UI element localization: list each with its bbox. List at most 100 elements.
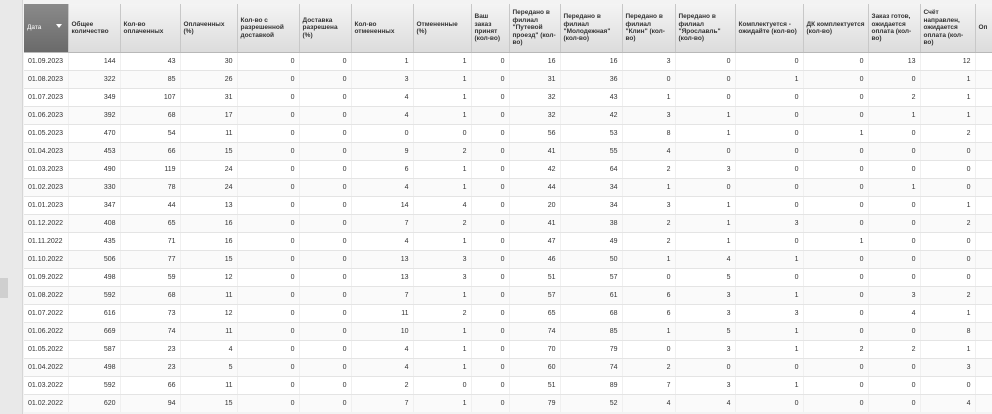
value-cell: 0 [735, 394, 804, 412]
column-header[interactable]: Счёт направлен, ожидается оплата (кол-во… [920, 4, 976, 53]
value-cell: 0 [803, 394, 869, 412]
value-cell: 0 [735, 268, 804, 287]
date-cell: 01.09.2023 [24, 52, 69, 71]
value-cell: 0 [471, 214, 510, 233]
value-cell: 1 [868, 178, 921, 197]
value-cell: 587 [68, 340, 121, 359]
table-row: 01.06.2022 669 74 11 0 0 10 1 0 74 85 1 5 1 0 0 8 [24, 322, 992, 341]
value-cell: 5 [675, 322, 736, 341]
value-cell: 20 [509, 196, 561, 215]
value-cell: 592 [68, 376, 121, 395]
value-cell: 3 [622, 196, 676, 215]
value-cell: 0 [471, 232, 510, 251]
value-cell: 68 [120, 106, 181, 125]
value-cell: 3 [413, 268, 472, 287]
value-cell: 1 [413, 340, 472, 359]
value-cell: 15 [180, 250, 238, 269]
scroll-knob[interactable] [0, 278, 8, 298]
value-cell: 0 [237, 232, 300, 251]
value-cell: 4 [351, 178, 414, 197]
column-header[interactable]: Комплектуется - ожидайте (кол-во) [735, 4, 804, 53]
column-header[interactable]: ДК комплектуется (кол-во) [803, 4, 869, 53]
value-cell: 1 [735, 286, 804, 305]
table-row: 01.02.2022 620 94 15 0 0 7 1 0 79 52 4 4 0 0 0 4 [24, 394, 992, 412]
value-cell: 68 [560, 304, 623, 323]
value-cell: 3 [920, 358, 976, 377]
column-header[interactable]: Заказ готов, ожидается оплата (кол-во) [868, 4, 921, 53]
value-cell: 0 [735, 160, 804, 179]
value-cell: 3 [675, 340, 736, 359]
value-cell: 0 [471, 196, 510, 215]
value-cell: 23 [120, 340, 181, 359]
value-cell: 0 [675, 52, 736, 71]
column-header[interactable]: Отмененные (%) [413, 4, 472, 53]
value-cell: 6 [351, 160, 414, 179]
column-header[interactable]: Передано в филиал "Ярославль" (кол-во) [675, 4, 736, 53]
value-cell: 349 [68, 88, 121, 107]
value-cell: 2 [920, 286, 976, 305]
value-cell: 1 [675, 196, 736, 215]
value-cell: 0 [803, 178, 869, 197]
column-header[interactable]: Кол-во оплаченных [120, 4, 181, 53]
table-row: 01.09.2023 144 43 30 0 0 1 1 0 16 16 3 0 0 0 13 12 [24, 52, 992, 71]
column-header[interactable]: Оплаченных (%) [180, 4, 238, 53]
value-cell: 408 [68, 214, 121, 233]
value-cell: 0 [920, 268, 976, 287]
empty-cell [975, 286, 992, 305]
value-cell: 14 [351, 196, 414, 215]
value-cell: 2 [803, 340, 869, 359]
value-cell: 6 [622, 286, 676, 305]
value-cell: 0 [237, 394, 300, 412]
column-header[interactable]: Общее количество [68, 4, 121, 53]
value-cell: 34 [560, 178, 623, 197]
table-row: 01.09.2022 498 59 12 0 0 13 3 0 51 57 0 5 0 0 0 0 [24, 268, 992, 287]
value-cell: 0 [675, 88, 736, 107]
column-header[interactable]: Кол-во отмененных [351, 4, 414, 53]
value-cell: 3 [675, 304, 736, 323]
value-cell: 2 [622, 160, 676, 179]
value-cell: 12 [180, 268, 238, 287]
column-header[interactable]: Передано в филиал "Молодежная" (кол-во) [560, 4, 623, 53]
column-header[interactable]: Оп [975, 4, 992, 53]
value-cell: 1 [920, 70, 976, 89]
column-header[interactable]: Передано в филиал "Клин" (кол-во) [622, 4, 676, 53]
value-cell: 57 [509, 286, 561, 305]
value-cell: 0 [622, 268, 676, 287]
column-header[interactable]: Передано в филиал "Путевой проезд" (кол-… [509, 4, 561, 53]
value-cell: 1 [735, 70, 804, 89]
sort-header[interactable]: Дата [24, 4, 69, 53]
value-cell: 7 [351, 394, 414, 412]
value-cell: 1 [675, 124, 736, 143]
value-cell: 0 [735, 124, 804, 143]
value-cell: 0 [299, 160, 352, 179]
value-cell: 1 [351, 52, 414, 71]
value-cell: 1 [413, 88, 472, 107]
value-cell: 0 [299, 232, 352, 251]
value-cell: 94 [120, 394, 181, 412]
value-cell: 46 [509, 250, 561, 269]
value-cell: 42 [560, 106, 623, 125]
value-cell: 0 [803, 286, 869, 305]
value-cell: 41 [509, 214, 561, 233]
value-cell: 4 [675, 394, 736, 412]
column-header[interactable]: Доставка разрешена (%) [299, 4, 352, 53]
empty-cell [975, 124, 992, 143]
value-cell: 0 [735, 106, 804, 125]
value-cell: 2 [920, 214, 976, 233]
empty-cell [975, 322, 992, 341]
value-cell: 0 [622, 70, 676, 89]
value-cell: 1 [413, 52, 472, 71]
value-cell: 0 [299, 394, 352, 412]
date-cell: 01.03.2022 [24, 376, 69, 395]
value-cell: 322 [68, 70, 121, 89]
value-cell: 119 [120, 160, 181, 179]
sort-arrow [55, 24, 62, 28]
column-header[interactable]: Кол-во с разрешенной доставкой [237, 4, 300, 53]
value-cell: 1 [920, 304, 976, 323]
column-header[interactable]: Ваш заказ принят (кол-во) [471, 4, 510, 53]
value-cell: 0 [237, 214, 300, 233]
value-cell: 435 [68, 232, 121, 251]
value-cell: 44 [509, 178, 561, 197]
value-cell: 0 [299, 70, 352, 89]
value-cell: 68 [120, 286, 181, 305]
